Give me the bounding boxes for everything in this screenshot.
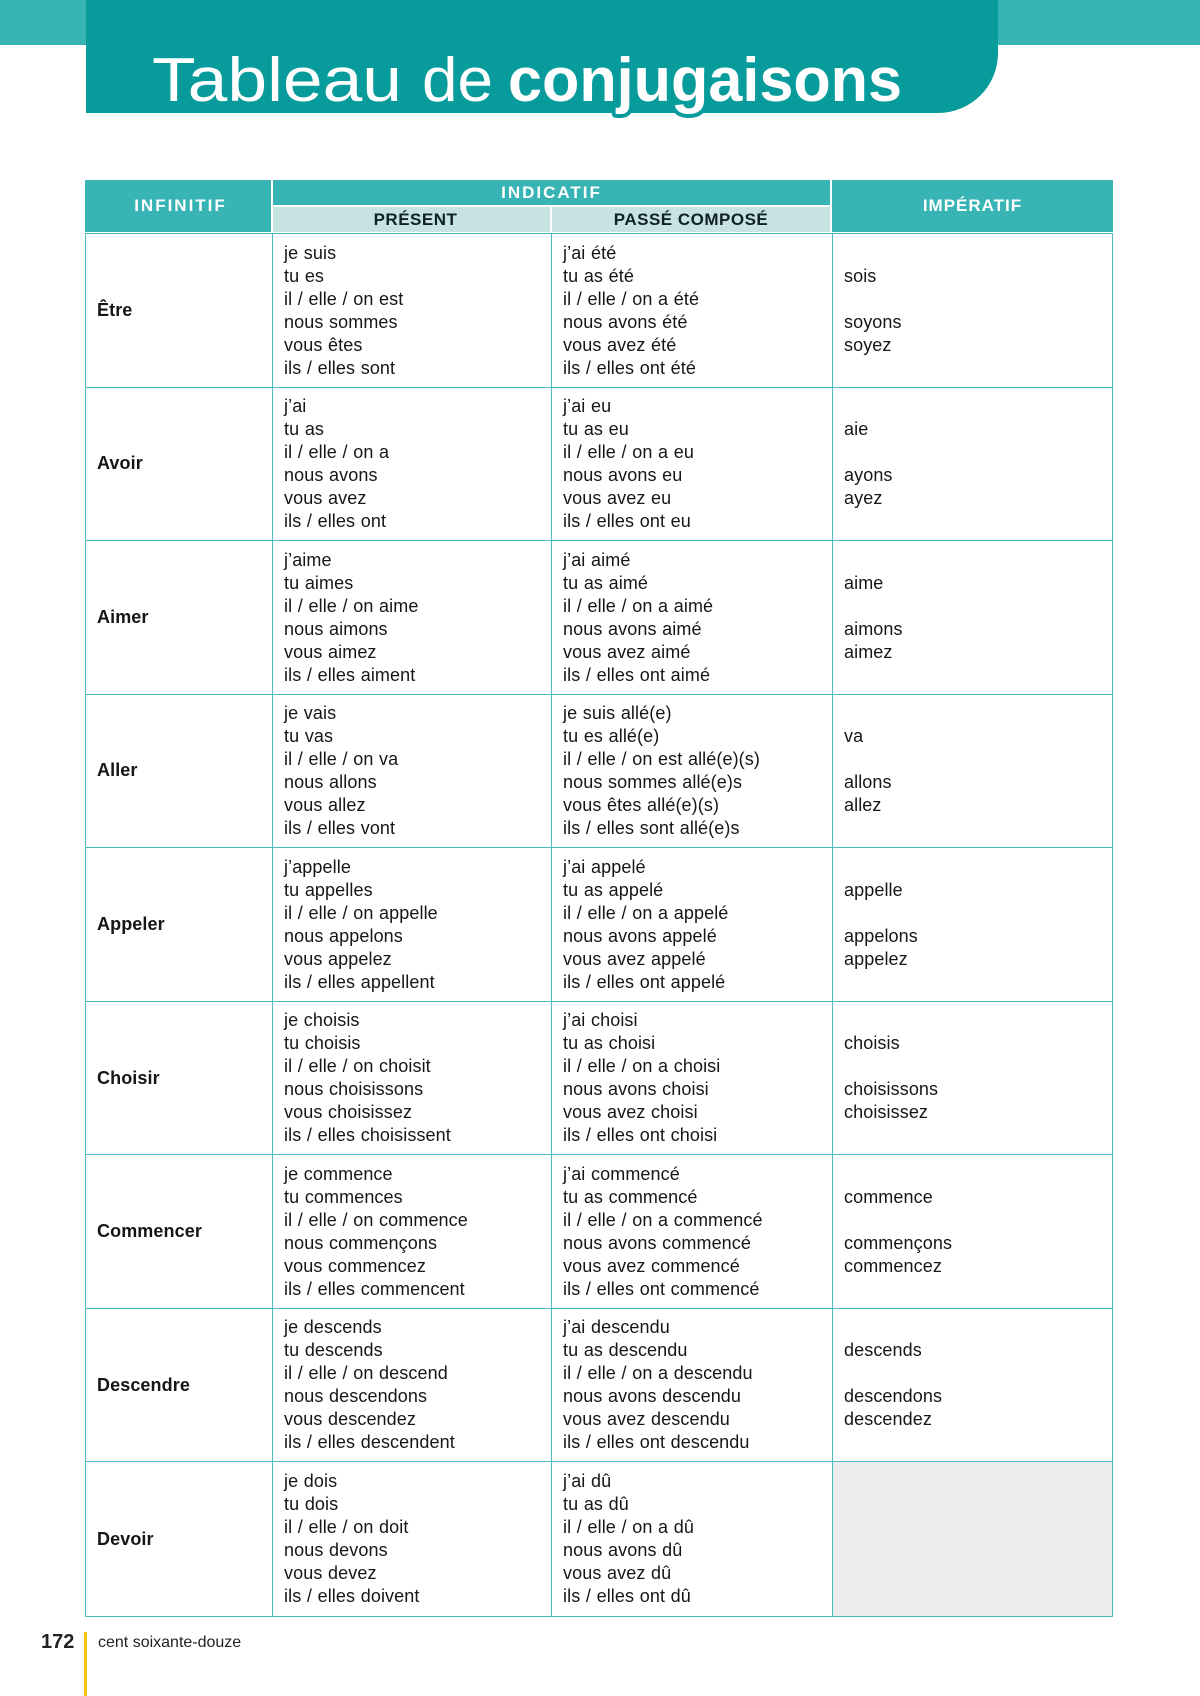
svg-text:conjugaisons: conjugaisons [508, 46, 902, 115]
svg-text:Tableau: Tableau [152, 46, 402, 115]
svg-text:de: de [422, 46, 493, 115]
